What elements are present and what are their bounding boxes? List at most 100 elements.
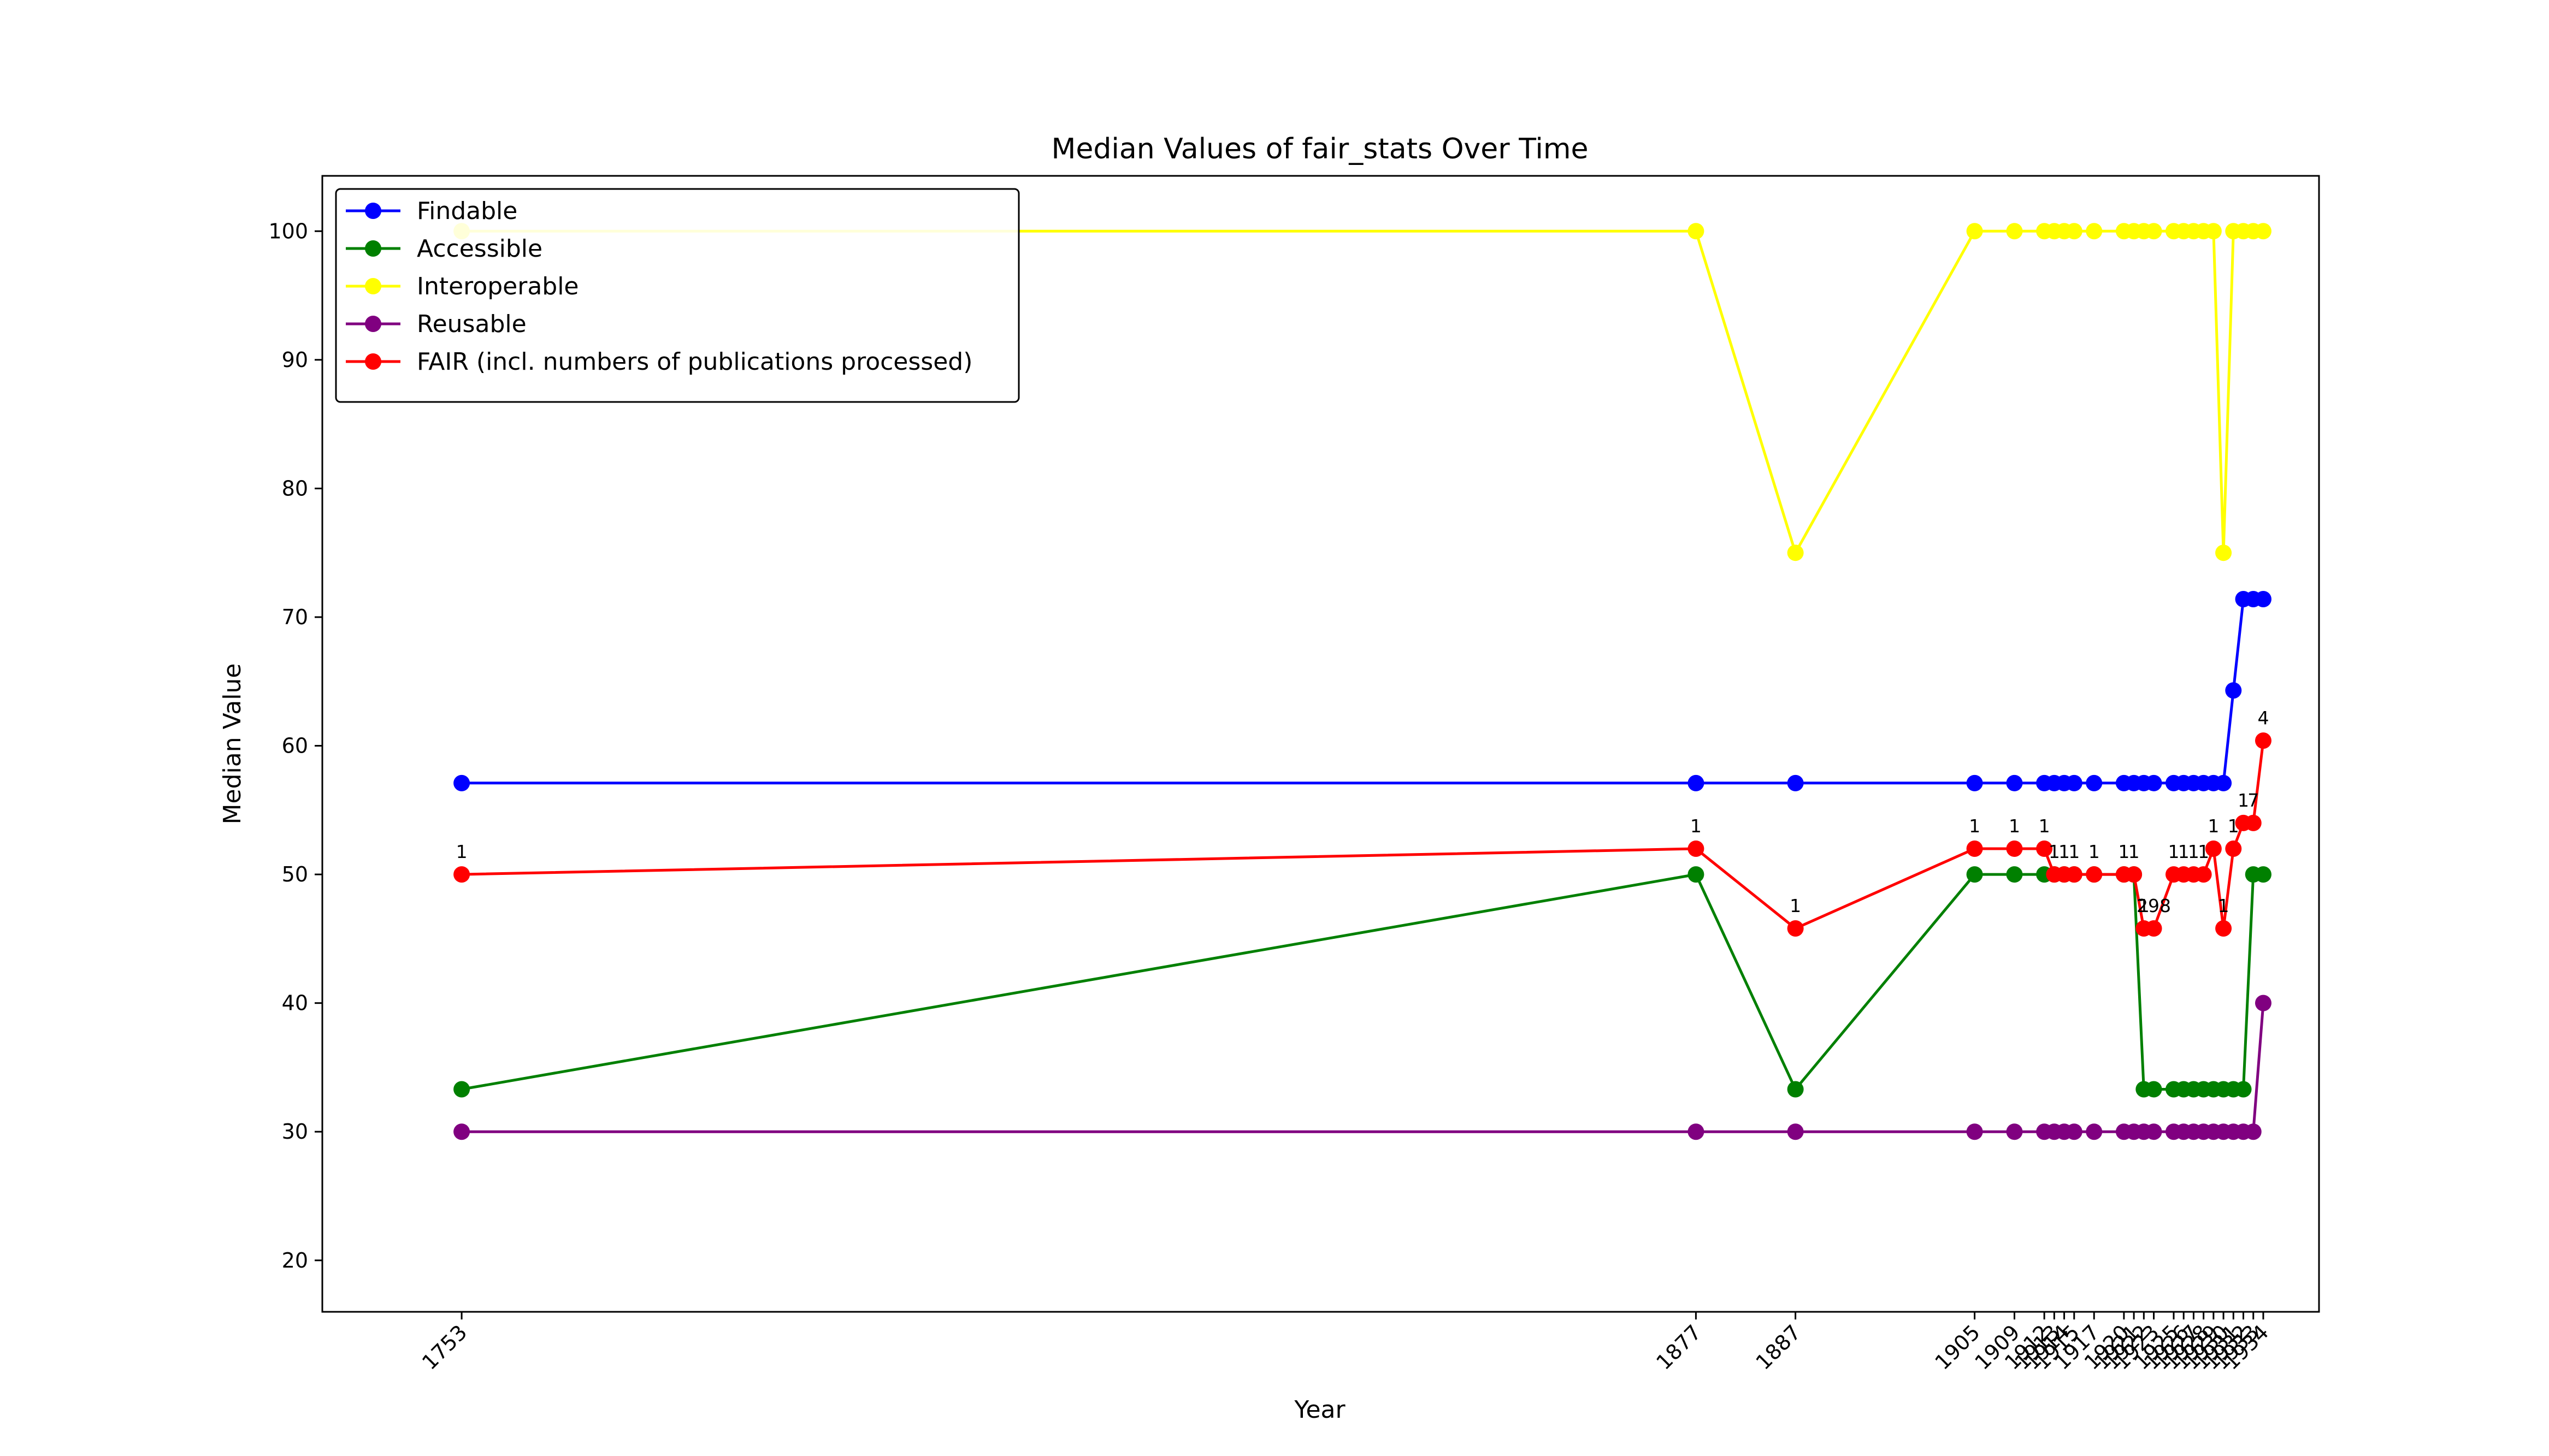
fair-annotation: 1: [2238, 790, 2249, 811]
data-point-4-19: [2215, 920, 2232, 937]
data-point-1-21: [2235, 1081, 2252, 1098]
data-point-3-0: [453, 1123, 470, 1140]
fair-annotation: 1: [2118, 841, 2129, 862]
chart-title: Median Values of fair_stats Over Time: [1052, 133, 1589, 165]
data-point-4-2: [1787, 920, 1804, 937]
data-point-0-4: [2006, 774, 2023, 791]
legend: Findable Accessible Interoperable Reusable F…: [335, 188, 1020, 403]
y-tick-label: 40: [282, 991, 308, 1015]
data-point-0-1: [1687, 774, 1704, 791]
legend-entry: Findable: [417, 197, 517, 225]
y-tick-label: 20: [282, 1248, 308, 1272]
data-point-4-0: [453, 866, 470, 883]
plot-frame: [321, 175, 2320, 1313]
data-point-4-4: [2006, 840, 2023, 857]
legend-entry: Accessible: [417, 235, 542, 263]
data-point-2-23: [2255, 223, 2271, 240]
fair-annotation: 1: [2138, 895, 2150, 916]
data-point-3-2: [1787, 1123, 1804, 1140]
fair-annotation: 1: [2128, 841, 2140, 862]
legend-entry: Interoperable: [417, 273, 579, 300]
legend-swatch-marker: [365, 203, 381, 219]
fair-annotation: 1: [2198, 841, 2209, 862]
data-point-3-9: [2086, 1123, 2103, 1140]
data-point-3-22: [2245, 1123, 2262, 1140]
fair-annotation: 1: [2088, 841, 2100, 862]
data-point-2-3: [1966, 223, 1983, 240]
fair-annotation: 1: [2218, 895, 2229, 916]
fair-annotation: 1: [2178, 841, 2190, 862]
data-point-1-4: [2006, 866, 2023, 883]
data-point-4-8: [2066, 866, 2082, 883]
data-point-2-1: [1687, 223, 1704, 240]
fair-annotation: 4: [2257, 707, 2269, 729]
fair-annotation: 1: [2039, 815, 2050, 837]
data-point-0-3: [1966, 774, 1983, 791]
data-point-1-2: [1787, 1081, 1804, 1098]
data-point-2-2: [1787, 544, 1804, 561]
data-point-1-23: [2255, 866, 2271, 883]
data-point-0-0: [453, 774, 470, 791]
data-point-3-13: [2145, 1123, 2162, 1140]
data-point-2-19: [2215, 544, 2232, 561]
data-point-0-9: [2086, 774, 2103, 791]
y-tick-label: 30: [282, 1120, 308, 1144]
fair-annotation: 1: [2208, 815, 2219, 837]
legend-entry: Reusable: [417, 310, 527, 338]
legend-swatch-marker: [365, 316, 381, 332]
data-point-4-11: [2126, 866, 2143, 883]
data-point-4-17: [2195, 866, 2212, 883]
y-tick-label: 60: [282, 734, 308, 758]
y-tick-label: 80: [282, 476, 308, 500]
x-axis-label: Year: [1294, 1396, 1346, 1424]
legend-swatch-marker: [365, 278, 381, 294]
legend-swatch-marker: [365, 240, 381, 257]
data-point-4-13: [2145, 920, 2162, 937]
data-point-2-13: [2145, 223, 2162, 240]
fair-annotation: 1: [1690, 815, 1702, 837]
fair-annotation: 1: [2168, 841, 2179, 862]
data-point-2-4: [2006, 223, 2023, 240]
data-point-4-23: [2255, 732, 2271, 749]
data-point-4-5: [2036, 840, 2053, 857]
fair-annotation: 298: [2137, 895, 2171, 916]
data-point-3-8: [2066, 1123, 2082, 1140]
data-point-2-18: [2205, 223, 2222, 240]
data-point-0-23: [2255, 590, 2271, 607]
data-point-4-9: [2086, 866, 2103, 883]
fair-annotation: 1: [2009, 815, 2020, 837]
legend-swatch-marker: [365, 353, 381, 370]
fair-annotation: 1: [2188, 841, 2199, 862]
data-point-3-1: [1687, 1123, 1704, 1140]
fair-annotation: 1: [1790, 895, 1801, 916]
y-tick-label: 90: [282, 348, 308, 372]
data-point-0-19: [2215, 774, 2232, 791]
y-tick-label: 70: [282, 605, 308, 629]
data-point-3-3: [1966, 1123, 1983, 1140]
data-point-0-13: [2145, 774, 2162, 791]
data-point-4-20: [2225, 840, 2242, 857]
fair-annotation: 1: [2049, 841, 2060, 862]
data-point-1-13: [2145, 1081, 2162, 1098]
fair-annotation: 1: [2058, 841, 2070, 862]
data-point-0-8: [2066, 774, 2082, 791]
fair-annotation: 1: [456, 841, 468, 862]
data-point-0-20: [2225, 682, 2242, 699]
data-point-2-8: [2066, 223, 2082, 240]
data-point-0-2: [1787, 774, 1804, 791]
data-point-4-22: [2245, 814, 2262, 831]
legend-entry: FAIR (incl. numbers of publications proc…: [417, 348, 972, 376]
y-tick-label: 100: [268, 219, 308, 243]
legend-box: [335, 188, 1020, 403]
data-point-3-4: [2006, 1123, 2023, 1140]
fair-annotation: 7: [2247, 790, 2259, 811]
data-point-1-3: [1966, 866, 1983, 883]
data-point-4-18: [2205, 840, 2222, 857]
data-point-3-23: [2255, 995, 2271, 1011]
y-axis-label: Median Value: [219, 664, 246, 825]
data-point-1-1: [1687, 866, 1704, 883]
data-point-2-9: [2086, 223, 2103, 240]
